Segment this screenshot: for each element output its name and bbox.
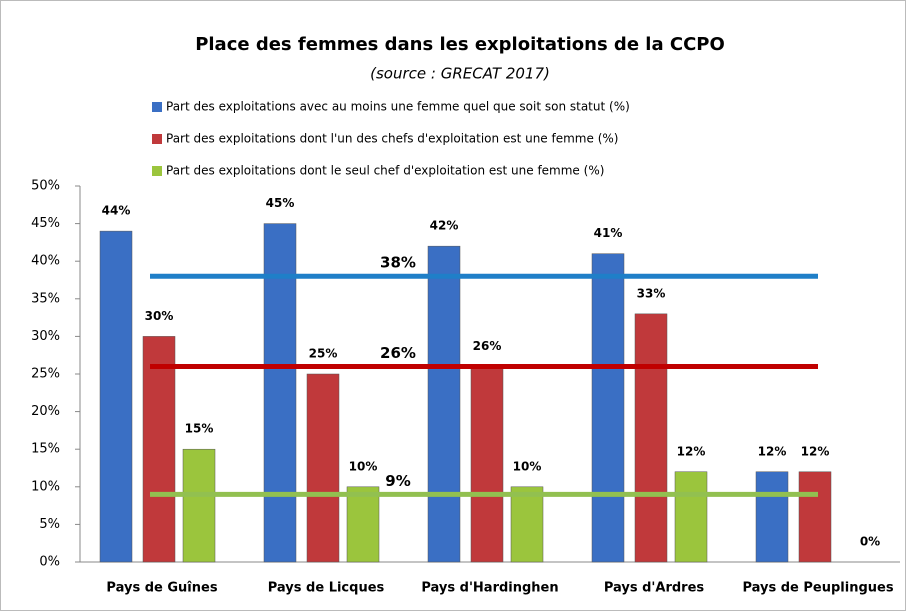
data-label: 42% (430, 219, 459, 233)
reference-label: 9% (385, 472, 410, 490)
legend-swatch (152, 134, 162, 144)
y-tick-label: 25% (31, 367, 60, 382)
bar (634, 313, 668, 563)
data-label: 26% (473, 339, 502, 353)
bar (591, 253, 625, 563)
data-label: 15% (185, 422, 214, 436)
data-label: 25% (309, 347, 338, 361)
data-label: 45% (266, 196, 295, 210)
legend-label: Part des exploitations dont l'un des che… (166, 132, 618, 146)
bar (99, 230, 133, 563)
legend-label: Part des exploitations dont le seul chef… (166, 164, 604, 178)
x-tick-label: Pays d'Hardinghen (421, 581, 558, 596)
x-tick-label: Pays de Licques (268, 581, 385, 596)
y-tick-label: 10% (31, 479, 60, 494)
y-tick-label: 15% (31, 442, 60, 457)
bar (427, 245, 461, 563)
data-label: 44% (102, 204, 131, 218)
y-tick-label: 50% (31, 179, 60, 194)
y-tick-label: 35% (31, 291, 60, 306)
bar (182, 448, 216, 563)
x-tick-label: Pays de Peuplingues (742, 581, 893, 596)
y-tick-label: 5% (39, 517, 60, 532)
data-label: 10% (349, 459, 378, 473)
bar (306, 373, 340, 563)
data-label: 41% (594, 226, 623, 240)
legend-label: Part des exploitations avec au moins une… (166, 100, 630, 114)
bar (755, 471, 789, 563)
bar (798, 471, 832, 563)
bar (263, 223, 297, 563)
data-label: 33% (637, 286, 666, 300)
y-tick-label: 30% (31, 329, 60, 344)
data-label: 12% (801, 444, 830, 458)
data-label: 12% (677, 444, 706, 458)
bar (142, 336, 176, 563)
data-label: 0% (860, 535, 880, 549)
reference-label: 38% (380, 254, 416, 272)
legend-swatch (152, 166, 162, 176)
data-label: 12% (758, 444, 787, 458)
y-tick-label: 40% (31, 254, 60, 269)
chart-title: Place des femmes dans les exploitations … (195, 34, 725, 55)
y-tick-label: 45% (31, 216, 60, 231)
bar (346, 486, 380, 563)
data-label: 10% (513, 459, 542, 473)
x-tick-label: Pays de Guînes (106, 581, 217, 596)
chart-subtitle: (source : GRECAT 2017) (370, 65, 550, 83)
y-tick-label: 0% (39, 555, 60, 570)
y-tick-label: 20% (31, 404, 60, 419)
legend-swatch (152, 102, 162, 112)
x-tick-label: Pays d'Ardres (604, 581, 705, 596)
reference-label: 26% (380, 344, 416, 362)
data-label: 30% (145, 309, 174, 323)
bar (674, 471, 708, 563)
bar (470, 366, 504, 563)
bar (510, 486, 544, 563)
